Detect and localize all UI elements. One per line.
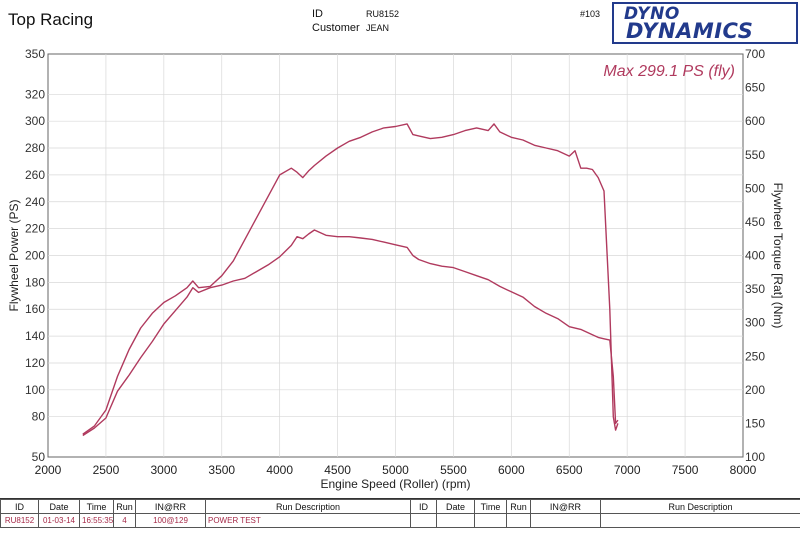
y-right-tick-label: 150 [745, 416, 765, 430]
logo-line1: DYNO [624, 4, 680, 24]
record-number: #103 [580, 9, 601, 19]
y-right-axis-label: Flywheel Torque [Rat] (Nm) [771, 183, 785, 329]
table-header-cell: Run Description [205, 499, 411, 514]
max-power-annotation: Max 299.1 PS (fly) [603, 63, 735, 80]
torque-curve-line [82, 229, 619, 437]
table-cell [506, 513, 531, 528]
y-left-tick-label: 350 [25, 47, 45, 61]
table-header-cell: ID [0, 499, 39, 514]
y-left-tick-label: 50 [32, 450, 46, 464]
y-left-tick-label: 100 [25, 383, 45, 397]
x-tick-label: 2000 [35, 463, 62, 477]
table-cell: 100@129 [135, 513, 206, 528]
y-left-tick-label: 260 [25, 168, 45, 182]
y-left-tick-label: 220 [25, 222, 45, 236]
y-left-tick-label: 180 [25, 275, 45, 289]
x-tick-label: 4000 [266, 463, 293, 477]
y-right-tick-label: 700 [745, 47, 765, 61]
y-left-tick-label: 140 [25, 329, 45, 343]
y-right-tick-label: 200 [745, 383, 765, 397]
y-right-tick-label: 100 [745, 450, 765, 464]
run-table-row: RU8152 01-03-14 16:55:35 4 100@129 POWER TEST [0, 513, 800, 528]
table-cell: RU8152 [0, 513, 39, 528]
table-header-cell: Run [506, 499, 531, 514]
y-left-tick-label: 300 [25, 114, 45, 128]
y-right-tick-label: 400 [745, 249, 765, 263]
table-header-cell: Run Description [600, 499, 800, 514]
y-right-tick-label: 350 [745, 282, 765, 296]
x-tick-label: 3000 [150, 463, 177, 477]
table-header-cell: Date [436, 499, 475, 514]
table-header-cell: IN@RR [135, 499, 206, 514]
chart-svg: 2000 2500 3000 3500 4000 4500 5000 5500 6000 6500… [7, 47, 785, 491]
y-left-axis-label: Flywheel Power (PS) [7, 199, 21, 311]
x-tick-label: 5500 [440, 463, 467, 477]
table-header-cell: ID [410, 499, 437, 514]
power-curve-line [82, 123, 619, 435]
report-header: Top Racing ID RU8152 Customer JEAN #103 … [0, 0, 800, 45]
table-header-cell: Run [113, 499, 136, 514]
table-cell: POWER TEST [205, 513, 411, 528]
x-tick-label: 4500 [324, 463, 351, 477]
y-right-tick-label: 550 [745, 148, 765, 162]
y-left-tick-label: 160 [25, 302, 45, 316]
y-right-tick-label: 300 [745, 316, 765, 330]
table-header-cell: Date [38, 499, 80, 514]
x-tick-label: 6500 [556, 463, 583, 477]
y-left-tick-label: 200 [25, 249, 45, 263]
dyno-dynamics-logo: DYNO DYNAMICS [612, 2, 798, 44]
table-header-cell: IN@RR [530, 499, 601, 514]
company-name: Top Racing [8, 10, 94, 29]
table-cell [600, 513, 800, 528]
run-table: ID Date Time Run IN@RR Run Description ID Date T… [0, 498, 800, 558]
x-tick-label: 7500 [672, 463, 699, 477]
x-tick-label: 6000 [498, 463, 525, 477]
y-right-tick-label: 500 [745, 181, 765, 195]
y-right-tick-label: 450 [745, 215, 765, 229]
table-cell [436, 513, 475, 528]
x-tick-label: 2500 [93, 463, 120, 477]
y-left-tick-label: 240 [25, 195, 45, 209]
x-tick-label: 8000 [730, 463, 757, 477]
y-right-tick-label: 250 [745, 349, 765, 363]
table-cell [530, 513, 601, 528]
y-left-tick-label: 80 [32, 410, 46, 424]
y-right-tick-label: 650 [745, 81, 765, 95]
table-cell: 4 [113, 513, 136, 528]
id-label: ID [312, 8, 323, 20]
x-tick-label: 3500 [208, 463, 235, 477]
table-header-cell: Time [474, 499, 507, 514]
table-cell [474, 513, 507, 528]
y-right-tick-label: 600 [745, 114, 765, 128]
id-value: RU8152 [366, 9, 400, 19]
logo-line2: DYNAMICS [626, 19, 754, 43]
x-tick-label: 5000 [382, 463, 409, 477]
x-axis-label: Engine Speed (Roller) (rpm) [320, 477, 470, 491]
table-cell [410, 513, 437, 528]
customer-label: Customer [312, 22, 360, 34]
x-tick-label: 7000 [614, 463, 641, 477]
run-table-header: ID Date Time Run IN@RR Run Description ID Date T… [0, 499, 800, 514]
table-cell: 01-03-14 [38, 513, 80, 528]
table-cell: 16:55:35 [79, 513, 114, 528]
table-header-cell: Time [79, 499, 114, 514]
customer-value: JEAN [366, 23, 390, 33]
y-left-tick-label: 280 [25, 141, 45, 155]
y-left-tick-label: 320 [25, 87, 45, 101]
y-left-tick-label: 120 [25, 356, 45, 370]
dyno-chart: 2000 2500 3000 3500 4000 4500 5000 5500 6000 6500… [0, 45, 800, 498]
